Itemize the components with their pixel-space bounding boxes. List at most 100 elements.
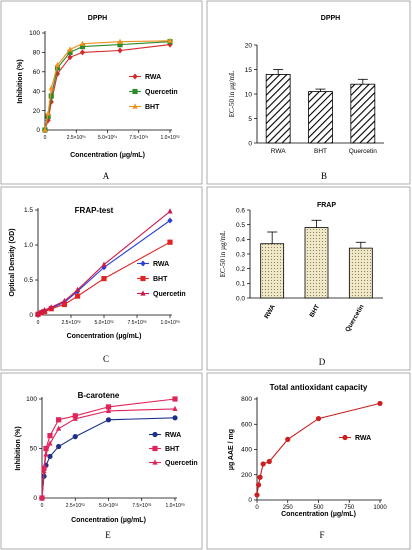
chart-f-y-tick-label: 200 (241, 472, 252, 479)
chart-a-series-quercetin-point (117, 42, 123, 48)
chart-e-legend-quercetin-marker (152, 459, 158, 465)
chart-e-legend-bht-label: BHT (165, 446, 180, 453)
chart-f-total-antioxidant: Total antioxidant capacity 0 200 400 600 800 0… (228, 383, 387, 518)
chart-a-title: DPPH (88, 15, 107, 22)
chart-e-x-axis-label: Concentration (µg/mL) (71, 517, 146, 524)
chart-e-series-quercetin-point (105, 407, 112, 413)
chart-a-series-rwa-point (79, 49, 86, 56)
chart-c-legend-quercetin-marker (140, 290, 146, 296)
chart-b-bar-rwa (265, 74, 291, 144)
chart-b-bar-quercetin (350, 83, 376, 144)
chart-d-y-tick-label: 0.0 (236, 295, 245, 302)
chart-f-y-tick-label: 0 (248, 497, 252, 504)
panel-frame-e (0, 372, 203, 550)
chart-e-x-tick-label: 0 (41, 503, 44, 509)
chart-c-series-quercetin-point (101, 261, 107, 267)
chart-e-x-tick-label: 1.0×10⁰³ (165, 503, 184, 509)
chart-c-legend-bht-marker (140, 275, 146, 282)
chart-f-x-tick-label: 0 (255, 505, 259, 511)
chart-b-title: DPPH (321, 15, 340, 22)
chart-e-series-bht-point (56, 417, 62, 423)
chart-f-series-rwa-point (315, 415, 322, 422)
chart-f-series-rwa-point (254, 492, 260, 498)
chart-a-series-rwa-point (117, 47, 123, 54)
chart-d-bar-bht (304, 227, 329, 299)
chart-a-series-quercetin-point (67, 49, 73, 55)
chart-c-legend-rwa-marker (140, 260, 146, 267)
panel-frame-b (206, 0, 411, 185)
chart-f-y-tick-label: 600 (241, 421, 252, 428)
chart-a-y-tick-label: 20 (33, 108, 41, 115)
chart-a-x-tick-label: 5.0×10⁰¹ (98, 135, 117, 141)
chart-e-series-quercetin-point (56, 425, 62, 431)
chart-c-x-tick-label: 0 (37, 320, 40, 326)
chart-e-series-quercetin-point (172, 405, 178, 411)
chart-a-y-tick-label: 40 (33, 88, 41, 95)
chart-c-x-tick-label: 7.5×10⁰² (127, 320, 146, 326)
chart-f-y-axis-label: µg AAE / mg (228, 429, 235, 470)
chart-e-y-axis-label: Inhibition (%) (15, 426, 22, 470)
chart-e-series-quercetin-point (39, 494, 45, 501)
chart-e-series-rwa-point (172, 415, 178, 421)
chart-c-legend-rwa-label: RWA (153, 261, 169, 268)
chart-f-series-rwa-point (266, 458, 272, 465)
chart-f-x-tick-label: 1000 (373, 505, 387, 511)
chart-d-title: FRAP (317, 202, 336, 209)
chart-d-y-axis-label: EC-50 in µg/mL (219, 231, 227, 277)
chart-c-series-quercetin-point (75, 286, 81, 292)
chart-a-x-tick-label: 2.5×10⁰¹ (67, 135, 86, 141)
chart-e-legend-bht-marker (152, 445, 158, 452)
chart-a-series-bht-point (42, 126, 48, 133)
chart-e-legend-rwa-marker (152, 431, 158, 438)
chart-a-series-bht-point (54, 61, 61, 68)
chart-c-series-rwa-point (101, 264, 107, 271)
chart-f-x-axis-label: Concentration (µg/mL) (281, 511, 356, 518)
chart-c-y-tick-label: 0 (29, 312, 33, 319)
chart-d-bar-rwa (260, 243, 285, 299)
chart-e-y-tick-label: 100 (26, 396, 37, 403)
chart-c-series-quercetin-point (35, 311, 41, 317)
chart-c-series-bht-point (75, 293, 81, 299)
chart-a-y-axis-label: Inhibition (%) (17, 59, 24, 103)
chart-a-dpph-inhibition: DPPH 0 20 40 60 80 100 0 2.5×10⁰¹ 5.0×10⁰¹ 7.5×10⁰… (17, 15, 180, 159)
panel-frame-c (0, 186, 203, 371)
chart-b-dpph-ec50: DPPH 0 5 10 15 20 EC-50 in µg/mL RWA BHT Querceti… (228, 15, 384, 155)
chart-f-title: Total antioxidant capacity (270, 383, 368, 392)
chart-b-y-tick-label: 15 (245, 67, 253, 74)
chart-e-series-rwa-point (105, 417, 112, 423)
chart-c-legend-bht-label: BHT (153, 276, 168, 283)
chart-f-series-rwa-point (377, 400, 383, 407)
chart-a-y-tick-label: 0 (36, 127, 40, 134)
chart-e-x-tick-label: 5.0×10⁰² (99, 503, 118, 509)
chart-b-y-tick-label: 5 (248, 116, 252, 123)
chart-d-y-tick-label: 0.5 (236, 222, 245, 229)
chart-a-series-bht-line (44, 40, 171, 131)
chart-a-series-quercetin-point (79, 43, 86, 50)
chart-c-series-quercetin-point (61, 297, 67, 304)
chart-c-series-quercetin-point (48, 304, 54, 310)
panel-letter-c: C (103, 354, 109, 364)
chart-a-legend-rwa-label: RWA (145, 74, 161, 81)
panel-frame-a (0, 0, 203, 185)
chart-c-series-bht-point (61, 301, 67, 308)
chart-e-y-tick-label: 0 (33, 495, 37, 502)
chart-d-bar-quercetin (348, 247, 373, 299)
chart-a-y-tick-label: 80 (33, 50, 41, 57)
chart-f-x-tick-label: 250 (283, 505, 294, 511)
chart-c-series-bht-point (167, 239, 173, 245)
panel-letter-a: A (103, 171, 110, 181)
chart-e-legend-quercetin-label: Quercetin (165, 460, 198, 467)
chart-d-y-tick-label: 0.2 (236, 266, 245, 273)
chart-b-y-tick-label: 20 (245, 42, 253, 49)
chart-a-x-axis-label: Concentration (µg/mL) (70, 152, 145, 159)
chart-c-series-quercetin-point (42, 307, 48, 313)
panel-letter-b: B (321, 171, 327, 181)
chart-e-series-quercetin-point (72, 415, 78, 421)
chart-c-series-quercetin-point (38, 309, 44, 315)
chart-f-series-rwa-point (257, 474, 263, 480)
chart-a-legend-bht-marker (132, 103, 138, 109)
chart-e-legend-rwa-label: RWA (165, 432, 181, 439)
chart-a-series-bht-point (67, 46, 73, 52)
